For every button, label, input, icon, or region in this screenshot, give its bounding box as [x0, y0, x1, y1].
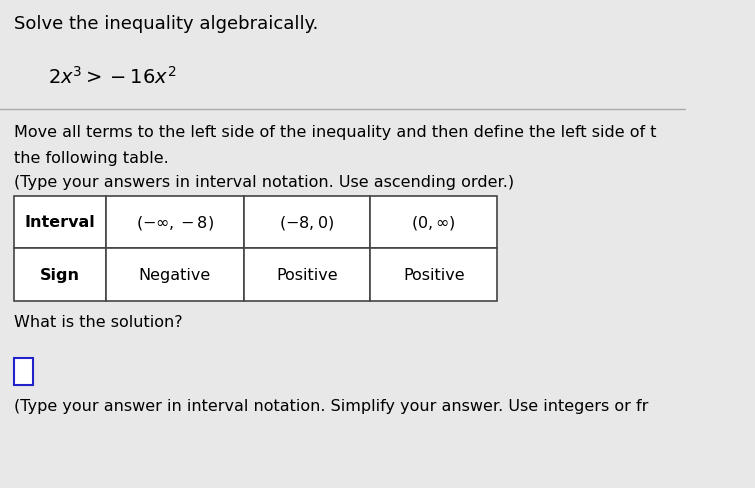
- Text: Solve the inequality algebraically.: Solve the inequality algebraically.: [14, 15, 318, 33]
- Text: Move all terms to the left side of the inequality and then define the left side : Move all terms to the left side of the i…: [14, 124, 656, 140]
- Text: Positive: Positive: [276, 268, 337, 283]
- Text: $(-\infty,-8)$: $(-\infty,-8)$: [136, 214, 214, 231]
- Text: $2x^3 > -16x^2$: $2x^3 > -16x^2$: [48, 66, 177, 88]
- FancyBboxPatch shape: [14, 249, 106, 302]
- FancyBboxPatch shape: [371, 196, 498, 249]
- Text: Sign: Sign: [40, 268, 80, 283]
- Text: Interval: Interval: [25, 215, 95, 230]
- FancyBboxPatch shape: [106, 249, 244, 302]
- Text: (Type your answers in interval notation. Use ascending order.): (Type your answers in interval notation.…: [14, 174, 514, 189]
- FancyBboxPatch shape: [106, 196, 244, 249]
- Text: $(-8,0)$: $(-8,0)$: [279, 214, 334, 231]
- FancyBboxPatch shape: [14, 359, 33, 386]
- FancyBboxPatch shape: [244, 249, 371, 302]
- Text: Negative: Negative: [139, 268, 211, 283]
- FancyBboxPatch shape: [244, 196, 371, 249]
- FancyBboxPatch shape: [371, 249, 498, 302]
- Text: the following table.: the following table.: [14, 150, 168, 165]
- Text: What is the solution?: What is the solution?: [14, 315, 183, 330]
- Text: Positive: Positive: [403, 268, 464, 283]
- FancyBboxPatch shape: [14, 196, 106, 249]
- Text: (Type your answer in interval notation. Simplify your answer. Use integers or fr: (Type your answer in interval notation. …: [14, 398, 648, 413]
- Text: $(0,\infty)$: $(0,\infty)$: [411, 214, 456, 231]
